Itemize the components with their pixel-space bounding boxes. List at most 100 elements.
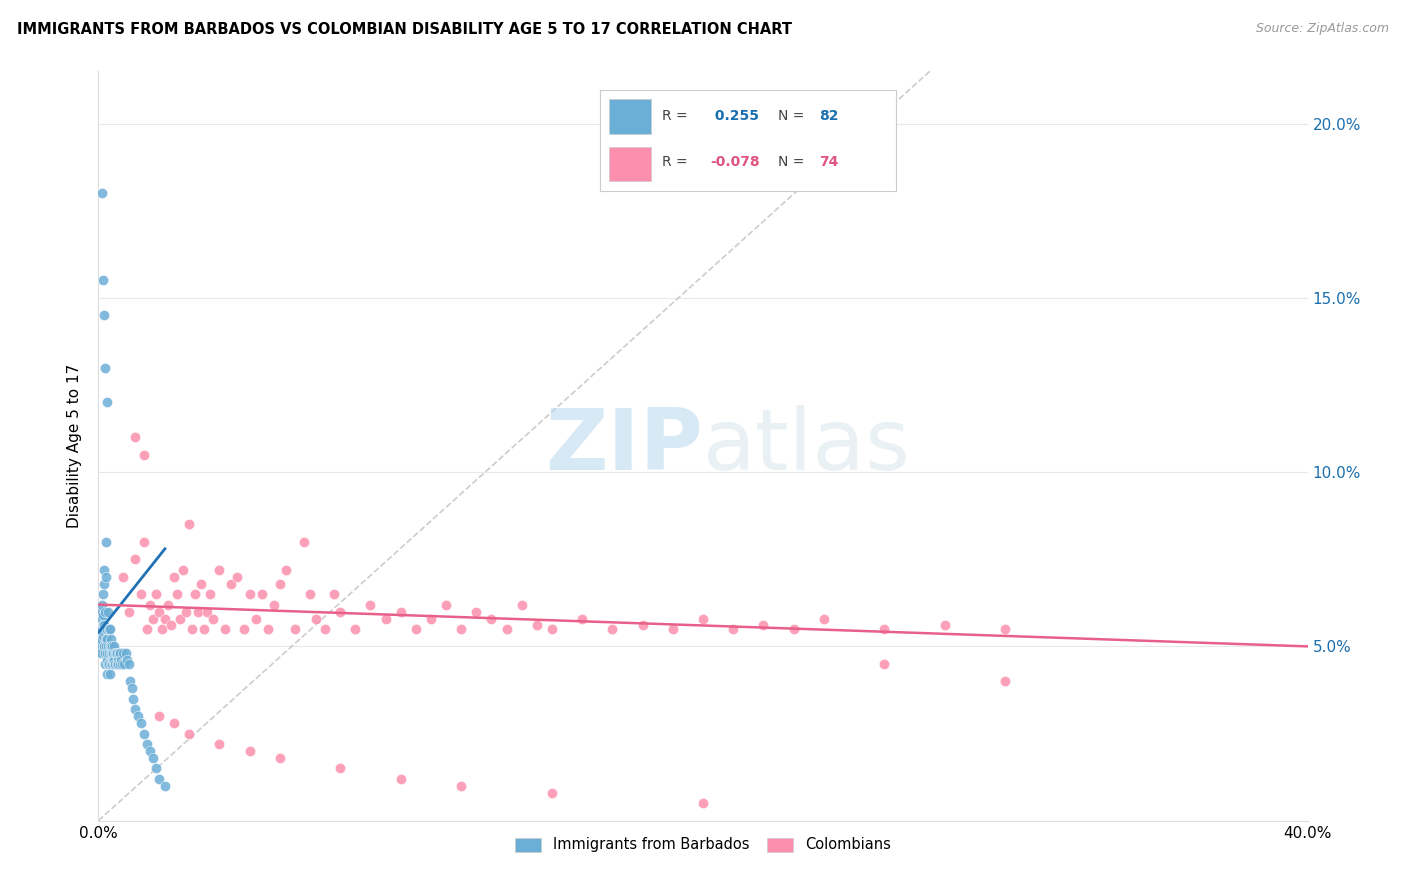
Point — [148, 772, 170, 786]
Legend: Immigrants from Barbados, Colombians: Immigrants from Barbados, Colombians — [509, 831, 897, 858]
Point — [214, 622, 236, 636]
Point — [91, 587, 114, 601]
Point — [94, 622, 117, 636]
Point — [93, 640, 115, 654]
Point — [94, 534, 117, 549]
Point — [96, 640, 118, 654]
Point — [108, 646, 131, 660]
Point — [540, 622, 562, 636]
Point — [114, 646, 136, 660]
Point — [110, 653, 132, 667]
Point — [360, 598, 382, 612]
Point — [571, 611, 593, 625]
Point — [994, 674, 1017, 689]
Point — [163, 716, 186, 731]
Point — [284, 622, 307, 636]
Point — [187, 605, 209, 619]
Point — [190, 576, 212, 591]
Point — [97, 605, 120, 619]
Point — [90, 640, 112, 654]
Point — [107, 657, 129, 671]
Point — [107, 653, 129, 667]
Point — [93, 618, 115, 632]
Point — [97, 657, 120, 671]
Point — [91, 273, 114, 287]
Point — [90, 646, 112, 660]
Point — [94, 570, 117, 584]
Point — [299, 587, 322, 601]
Point — [813, 611, 835, 625]
Point — [105, 646, 128, 660]
Point — [91, 607, 114, 622]
Y-axis label: Disability Age 5 to 17: Disability Age 5 to 17 — [67, 364, 83, 528]
Point — [179, 517, 201, 532]
Point — [148, 605, 170, 619]
Point — [200, 587, 222, 601]
Point — [100, 640, 122, 654]
Point — [174, 605, 197, 619]
Point — [420, 611, 443, 625]
Point — [121, 681, 143, 696]
Point — [111, 570, 134, 584]
Point — [101, 640, 124, 654]
Point — [93, 576, 115, 591]
Point — [97, 657, 120, 671]
Point — [98, 622, 121, 636]
Point — [450, 779, 472, 793]
Point — [344, 622, 367, 636]
Point — [103, 653, 125, 667]
Point — [329, 761, 352, 775]
Point — [389, 605, 412, 619]
Point — [98, 622, 121, 636]
Point — [132, 448, 155, 462]
Point — [148, 709, 170, 723]
Point — [481, 611, 503, 625]
Point — [103, 640, 125, 654]
Point — [495, 622, 517, 636]
Point — [118, 605, 141, 619]
Point — [245, 611, 267, 625]
Point — [145, 587, 167, 601]
Point — [465, 605, 488, 619]
Point — [93, 308, 115, 322]
Point — [111, 657, 134, 671]
Point — [91, 186, 114, 201]
Text: IMMIGRANTS FROM BARBADOS VS COLOMBIAN DISABILITY AGE 5 TO 17 CORRELATION CHART: IMMIGRANTS FROM BARBADOS VS COLOMBIAN DI… — [17, 22, 792, 37]
Point — [135, 737, 157, 751]
Point — [269, 751, 291, 765]
Point — [124, 552, 146, 566]
Point — [96, 667, 118, 681]
Point — [135, 622, 157, 636]
Point — [202, 611, 225, 625]
Point — [873, 657, 896, 671]
Point — [153, 611, 176, 625]
Point — [100, 632, 122, 647]
Point — [100, 657, 122, 671]
Point — [145, 761, 167, 775]
Text: atlas: atlas — [703, 404, 911, 488]
Point — [115, 653, 138, 667]
Point — [100, 646, 122, 660]
Point — [105, 657, 128, 671]
Point — [405, 622, 427, 636]
Point — [169, 611, 191, 625]
Point — [239, 587, 262, 601]
Point — [120, 674, 142, 689]
Point — [994, 622, 1017, 636]
Point — [195, 605, 218, 619]
Point — [96, 395, 118, 409]
Point — [96, 653, 118, 667]
Point — [263, 598, 285, 612]
Point — [142, 751, 165, 765]
Point — [783, 622, 806, 636]
Point — [226, 570, 249, 584]
Point — [540, 786, 562, 800]
Point — [208, 563, 231, 577]
Point — [118, 657, 141, 671]
Point — [97, 640, 120, 654]
Point — [329, 605, 352, 619]
Point — [96, 632, 118, 647]
Point — [101, 646, 124, 660]
Point — [323, 587, 346, 601]
Point — [723, 622, 745, 636]
